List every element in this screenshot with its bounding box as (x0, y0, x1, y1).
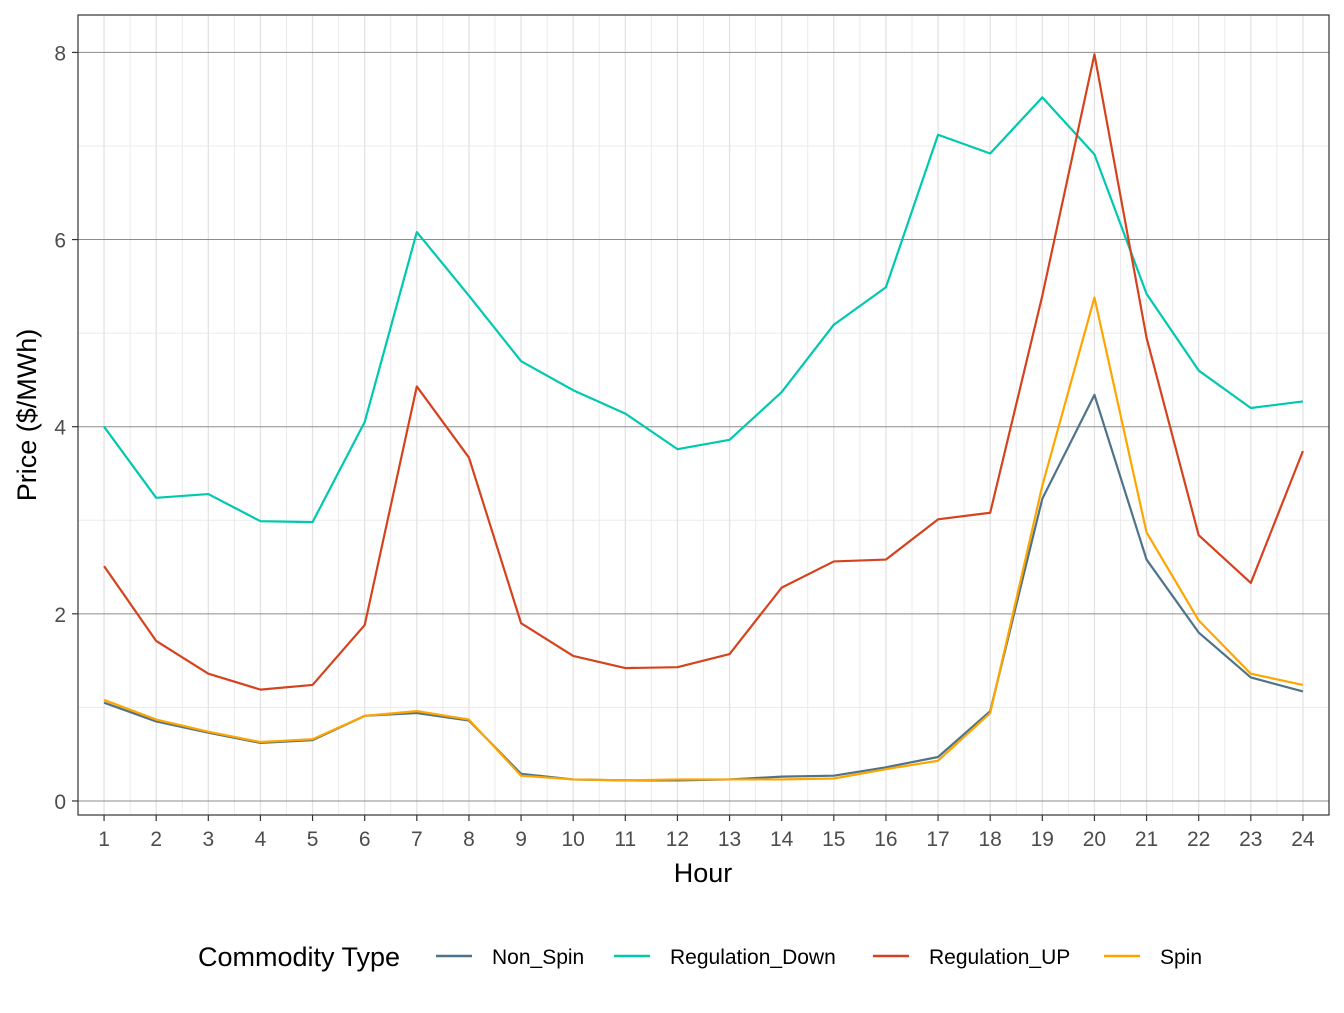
x-tick-label: 15 (822, 828, 845, 851)
x-tick-label: 20 (1083, 828, 1106, 851)
legend-label: Non_Spin (492, 946, 584, 969)
x-tick-label: 3 (202, 828, 214, 851)
plot-panel-border (77, 14, 1330, 816)
series-line-regulation-up (103, 53, 1304, 691)
x-tick-label: 17 (926, 828, 949, 851)
y-tick-label: 8 (54, 42, 66, 65)
x-tick-label: 1 (98, 828, 110, 851)
x-tick-label: 2 (150, 828, 162, 851)
legend-label: Regulation_Down (670, 946, 836, 969)
legend-title: Commodity Type (198, 942, 400, 972)
x-tick-label: 18 (979, 828, 1002, 851)
x-tick-label: 21 (1135, 828, 1158, 851)
x-tick-label: 6 (359, 828, 371, 851)
x-tick-label: 23 (1239, 828, 1262, 851)
y-axis: 0 2 4 6 8 (54, 42, 78, 814)
series-line-spin (103, 296, 1304, 782)
x-tick-label: 13 (718, 828, 741, 851)
x-axis: 1 2 3 4 5 6 7 8 9 10 11 12 13 14 15 16 17 18 19 20 21 22 23 24 (98, 815, 1315, 851)
y-tick-label: 0 (54, 791, 66, 814)
legend-label: Spin (1160, 946, 1202, 969)
grid (78, 15, 1329, 815)
x-tick-label: 22 (1187, 828, 1210, 851)
x-tick-label: 24 (1291, 828, 1315, 851)
y-tick-label: 4 (54, 417, 66, 440)
x-tick-label: 8 (463, 828, 475, 851)
y-tick-label: 2 (54, 604, 66, 627)
x-tick-label: 16 (874, 828, 897, 851)
x-tick-label: 10 (562, 828, 585, 851)
x-tick-label: 12 (666, 828, 689, 851)
x-tick-label: 9 (515, 828, 527, 851)
y-axis-label: Price ($/MWh) (12, 329, 42, 502)
series-line-regulation-down (103, 96, 1304, 524)
x-tick-label: 5 (307, 828, 319, 851)
x-tick-label: 7 (411, 828, 423, 851)
x-tick-label: 4 (255, 828, 267, 851)
x-tick-label: 14 (770, 828, 794, 851)
series-lines (103, 53, 1304, 782)
legend-label: Regulation_UP (929, 946, 1070, 969)
x-axis-label: Hour (674, 858, 733, 888)
y-tick-label: 6 (54, 230, 66, 253)
legend: Commodity Type Non_Spin Regulation_Down Re… (198, 942, 1202, 972)
x-tick-label: 11 (614, 828, 636, 851)
x-tick-label: 19 (1031, 828, 1054, 851)
